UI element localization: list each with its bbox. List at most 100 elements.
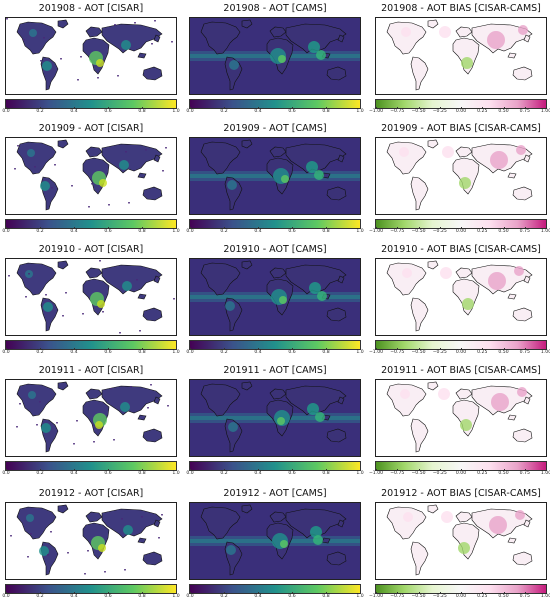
continent-shape [427,19,439,29]
tick-label: 0.25 [477,471,488,476]
tick-mark [176,348,177,350]
aot-colorbar [189,584,361,594]
aot-hotspot [317,291,327,301]
aot-hotspot [313,535,323,545]
aot-colorbar [5,99,177,109]
tick-mark [461,469,462,471]
continent-shape [142,307,163,322]
tick-mark [418,592,420,594]
panel-title: 201908 - AOT BIAS [CISAR-CAMS] [381,3,541,14]
tick-label: −0.75 [390,229,405,234]
tick-label: 0.0 [2,350,10,355]
tick-mark [326,227,327,229]
aot-hotspot [438,388,450,400]
aot-hotspot [41,423,51,433]
tick-label: 0.4 [70,471,78,476]
tick-mark [258,227,259,229]
panel-title: 201910 - AOT [CISAR] [38,244,144,255]
tick-mark [546,227,547,229]
tick-mark [224,469,225,471]
map-canvas [190,138,360,214]
aot-hotspot [277,417,285,425]
tick-mark [546,592,547,594]
tick-mark [524,227,526,229]
tick-mark [503,227,505,229]
tick-mark [40,107,41,109]
continent-shape [57,19,69,29]
tick-label: 0.8 [322,229,330,234]
continent-shape [410,56,429,91]
tick-label: 0.8 [322,471,330,476]
world-map [375,137,547,215]
continent-shape [512,428,533,443]
continent-shape [523,34,531,43]
continent-shape [410,418,429,453]
continent-shape [452,522,480,560]
tick-mark [142,107,143,109]
tick-label: 0.75 [519,471,530,476]
tick-label: 0.2 [36,350,44,355]
tick-mark [6,348,7,350]
panel-title: 201911 - AOT BIAS [CISAR-CAMS] [381,365,541,376]
continent-shape [142,551,163,566]
tick-mark [418,227,420,229]
continent-shape [241,260,253,270]
continent-shape [386,21,427,55]
aot-hotspot [403,512,413,522]
continent-shape [452,157,480,195]
continent-shape [285,143,347,174]
map-canvas [376,503,546,579]
continent-shape [137,293,147,300]
continent-shape [200,506,241,540]
aot-hotspot [310,526,322,538]
aot-colorbar [189,461,361,471]
tick-label: −1.00 [368,109,384,114]
tick-mark [258,348,259,350]
tick-mark [224,592,225,594]
tick-label: −0.50 [411,109,426,114]
tick-label: 0.25 [477,594,488,599]
tick-label: −0.50 [411,350,426,355]
tick-mark [6,107,7,109]
tick-label: 0.00 [455,350,467,355]
continent-shape [285,385,347,416]
world-map [375,502,547,580]
continent-shape [137,172,147,179]
tick-label: 1.0 [172,109,180,114]
continent-shape [16,506,57,540]
tick-mark [418,107,420,109]
continent-shape [410,541,429,576]
continent-shape [523,154,531,163]
continent-shape [512,186,533,201]
tick-label: 0.6 [288,350,296,355]
panel-title: 201908 - AOT [CAMS] [223,3,327,14]
tick-mark [482,348,484,350]
colorbar-ticks: 0.0 0.2 0.4 0.6 0.8 1.0 [2,469,180,479]
tick-label: 1.00 [540,350,550,355]
panel-title: 201912 - AOT [CAMS] [223,488,327,499]
colorbar-ticks: −1.00 −0.75 −0.50 −0.25 0.00 0.25 0.50 0.75 1.00 [369,592,550,602]
tick-mark [176,107,177,109]
tick-label: 0.6 [104,229,112,234]
aot-hotspot [489,516,507,534]
continent-shape [101,264,163,295]
continent-shape [326,551,347,566]
aot-hotspot [490,151,508,169]
world-map [375,17,547,95]
tick-mark [142,469,143,471]
tick-label: 0.6 [104,471,112,476]
tick-label: −0.25 [432,229,447,234]
aot-hotspot [306,161,318,173]
panel-title: 201910 - AOT BIAS [CISAR-CAMS] [381,244,541,255]
tick-mark [74,348,75,350]
tick-label: −1.00 [368,471,384,476]
continent-shape [507,52,517,59]
tick-mark [292,107,293,109]
tick-label: 0.2 [36,229,44,234]
tick-label: 0.50 [498,594,509,599]
continent-shape [142,428,163,443]
continent-shape [200,262,241,296]
continent-shape [101,143,163,174]
tick-mark [546,469,547,471]
continent-shape [101,508,163,539]
